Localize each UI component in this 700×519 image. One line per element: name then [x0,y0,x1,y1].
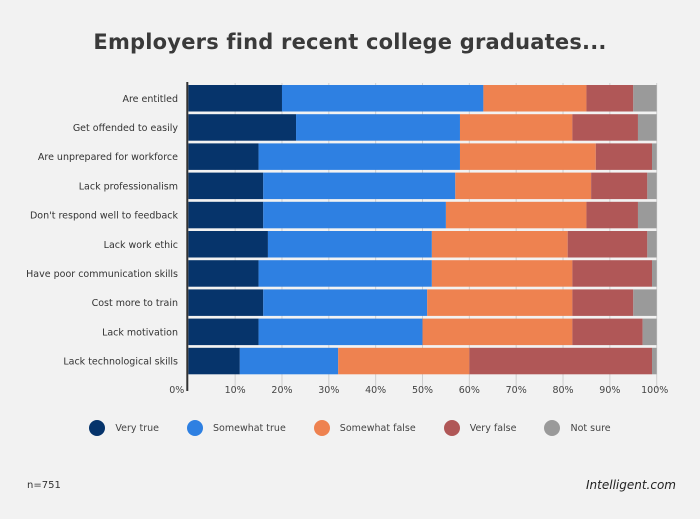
legend-label: Very true [115,422,159,434]
bar-segment-not-sure [633,289,657,316]
category-label: Lack technological skills [63,357,178,368]
bar-segment-very-true [188,114,297,141]
bar-segment-somewhat-false [455,172,592,200]
bar-segment-somewhat-false [427,289,573,316]
bar-segment-very-false [572,289,634,316]
bar-segment-somewhat-true [296,114,460,141]
bar-segment-very-true [188,318,259,346]
bar-segment-not-sure [637,201,657,229]
bar-segment-somewhat-true [263,289,428,316]
legend-label: Somewhat true [213,422,286,434]
legend-item: Not sure [544,420,611,436]
x-tick-label: 0% [169,385,184,396]
x-tick-label: 20% [271,385,292,396]
category-label: Lack professionalism [79,181,178,192]
legend-swatch [187,420,203,436]
bar-segment-very-true [188,85,282,112]
bar-segment-very-false [572,260,653,287]
category-label: Don't respond well to feedback [30,211,179,222]
bar-segment-somewhat-true [258,318,423,346]
bar-segment-somewhat-false [459,143,596,170]
category-label: Are entitled [122,94,178,105]
bar-segment-somewhat-true [267,231,432,258]
legend-label: Somewhat false [339,422,416,434]
bar-segment-very-false [586,201,638,229]
category-label: Get offended to easily [73,123,179,134]
x-tick-label: 60% [459,385,480,396]
bar-segment-very-true [188,289,264,316]
bar-segment-not-sure [647,172,657,200]
bar-segment-somewhat-false [445,201,587,229]
bar-segment-very-false [469,347,653,375]
legend-swatch [443,420,460,436]
bar-segment-very-true [188,260,259,287]
bar-segment-not-sure [652,143,657,170]
bar-segment-not-sure [642,318,657,346]
x-tick-label: 90% [599,385,620,396]
bar-segment-very-true [188,143,259,170]
legend-swatch [89,420,106,436]
legend-item: Somewhat false [313,420,416,436]
legend-swatch [313,420,330,436]
x-tick-label: 70% [506,385,527,396]
x-tick-label: 10% [225,385,246,396]
bar-segment-very-false [586,85,634,112]
legend-label: Not sure [570,422,611,434]
x-tick-label: 100% [641,385,668,396]
legend-swatch [544,420,561,436]
bar-segment-very-false [591,172,648,200]
bar-segment-not-sure [637,114,657,141]
category-label: Lack motivation [102,327,178,338]
bar-segment-very-false [572,318,643,346]
bar-segment-somewhat-false [431,260,573,287]
bar-segment-somewhat-true [263,172,456,200]
brand-logo: Intelligent.com [586,478,676,492]
bar-segment-somewhat-false [422,318,573,346]
category-label: Cost more to train [92,298,178,309]
bar-segment-not-sure [647,231,657,258]
bar-segment-somewhat-true [239,347,339,375]
chart-title: Employers find recent college graduates.… [93,30,607,54]
bar-segment-somewhat-false [459,114,573,141]
bar-segment-somewhat-true [258,143,460,170]
x-tick-label: 80% [552,385,573,396]
bar-segment-somewhat-true [263,201,446,229]
bar-segment-not-sure [633,85,657,112]
bar-segment-very-true [188,172,264,200]
legend: Very true Somewhat true Somewhat false Very… [0,420,700,436]
bar-segment-very-true [188,347,240,375]
bar-segment-somewhat-false [483,85,587,112]
bar-segment-somewhat-true [281,85,484,112]
bar-segment-somewhat-false [338,347,470,375]
bar-segment-not-sure [652,347,657,375]
legend-item: Somewhat true [187,420,286,436]
bar-segment-somewhat-true [258,260,432,287]
x-tick-label: 30% [318,385,339,396]
bar-segment-very-false [567,231,648,258]
bar-segment-very-false [572,114,638,141]
bar-segment-very-false [595,143,653,170]
x-tick-label: 50% [412,385,433,396]
legend-item: Very false [443,420,517,436]
legend-item: Very true [89,420,159,436]
category-label: Have poor communication skills [26,269,178,280]
bar-segment-very-true [188,201,264,229]
category-label: Are unprepared for workforce [38,152,178,163]
bar-segment-not-sure [652,260,657,287]
category-label: Lack work ethic [104,240,178,251]
x-tick-label: 40% [365,385,386,396]
bar-segment-very-true [188,231,268,258]
stacked-bar-chart: 0% 10% 20% 30% 40% 50% 60% 70% 80% 90% 100% Are ent… [26,82,668,396]
sample-size: n=751 [27,480,61,491]
bar-segment-somewhat-false [431,231,568,258]
legend-label: Very false [469,422,517,434]
